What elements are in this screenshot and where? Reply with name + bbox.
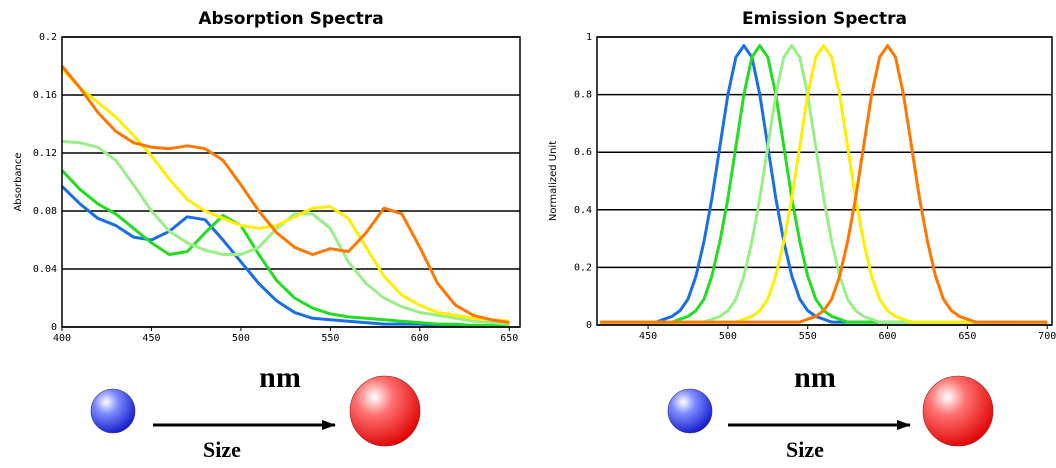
x-axis-label: nm	[259, 361, 301, 394]
y-axis-label: Normalized Unit	[548, 141, 559, 221]
large-particle	[922, 375, 994, 447]
x-tick-label: 650	[500, 333, 518, 344]
x-tick-label: 650	[958, 331, 976, 342]
large-particle	[349, 375, 421, 447]
x-tick-label: 400	[53, 333, 71, 344]
x-tick-label: 450	[142, 333, 160, 344]
y-tick-label: 0	[586, 320, 592, 331]
y-tick-label: 0.12	[33, 148, 57, 159]
spectrum-line	[60, 65, 510, 325]
y-tick-label: 0.2	[574, 262, 592, 273]
spectrum-line	[600, 44, 1048, 324]
x-tick-label: 450	[639, 331, 657, 342]
chart-title: Emission Spectra	[742, 9, 907, 29]
x-tick-label: 500	[232, 333, 250, 344]
y-axis-label: Absorbance	[13, 152, 24, 211]
spectrum-line	[600, 44, 1048, 324]
y-tick-label: 0.16	[33, 90, 57, 101]
x-tick-label: 500	[719, 331, 737, 342]
small-particle	[667, 388, 713, 434]
small-particle	[90, 388, 136, 434]
y-tick-label: 0.8	[574, 90, 592, 101]
x-tick-label: 700	[1038, 331, 1056, 342]
x-tick-label: 550	[321, 333, 339, 344]
x-axis-label: nm	[794, 361, 836, 394]
y-tick-label: 0.08	[33, 206, 57, 217]
x-tick-label: 600	[879, 331, 897, 342]
x-tick-label: 600	[411, 333, 429, 344]
spectrum-line	[600, 44, 1048, 324]
x-tick-label: 550	[799, 331, 817, 342]
spectrum-line	[600, 44, 1048, 324]
y-tick-label: 1	[586, 32, 592, 43]
spectrum-line	[60, 67, 510, 323]
spectrum-line	[600, 44, 1048, 324]
y-tick-label: 0.04	[33, 264, 57, 275]
chart-title: Absorption Spectra	[198, 9, 383, 29]
plot-frame	[596, 36, 1053, 326]
spectrum-line	[60, 169, 510, 328]
y-tick-label: 0.2	[39, 32, 57, 43]
size-label: Size	[786, 437, 824, 462]
y-tick-label: 0.4	[574, 205, 592, 216]
y-tick-label: 0	[51, 322, 57, 333]
y-tick-label: 0.6	[574, 147, 592, 158]
spectrum-line	[60, 185, 510, 328]
plot-frame	[61, 36, 521, 328]
size-label: Size	[203, 437, 241, 462]
